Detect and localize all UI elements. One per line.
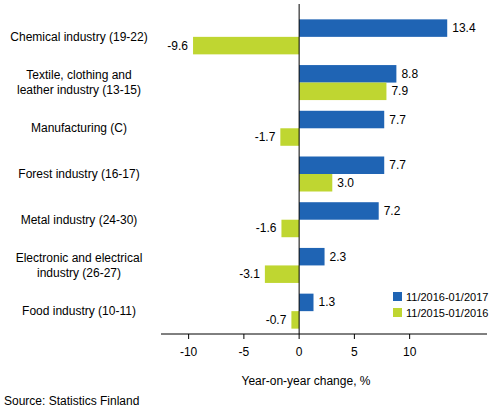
bar — [299, 174, 332, 192]
x-tick-label: 10 — [403, 345, 417, 359]
chart: -10 -5 0 5 10 13.4 -9.6 8.8 7.9 7.7 -1.7 7.7 3.0 7.2 -… — [0, 0, 493, 416]
data-label: 13.4 — [452, 21, 476, 35]
legend-swatch — [393, 308, 402, 317]
bar — [299, 294, 313, 312]
data-label: 2.3 — [330, 250, 347, 264]
data-label: 7.7 — [389, 158, 406, 172]
category-label: Forest industry (16-17) — [18, 167, 139, 181]
category-label: Textile, clothing andleather industry (1… — [17, 68, 141, 97]
bar — [299, 157, 384, 175]
bars — [193, 19, 447, 328]
x-axis-line — [161, 334, 487, 335]
bar — [265, 265, 299, 283]
legend-label: 11/2015-01/2016 — [406, 307, 488, 319]
x-tick-label: -10 — [180, 345, 198, 359]
data-label: -3.1 — [239, 267, 260, 281]
category-label: Chemical industry (19-22) — [10, 30, 147, 44]
bar — [280, 128, 299, 146]
data-label: -1.6 — [256, 221, 277, 235]
data-label: 7.7 — [389, 113, 406, 127]
data-label: 8.8 — [401, 67, 418, 81]
bar — [299, 65, 396, 83]
bar — [299, 19, 447, 37]
bar — [193, 37, 299, 55]
category-label: Manufacturing (C) — [31, 121, 127, 135]
data-label: 1.3 — [319, 295, 336, 309]
data-label: 7.2 — [384, 204, 401, 218]
x-tick-label: -5 — [239, 345, 250, 359]
bar — [291, 311, 299, 329]
bar — [299, 202, 379, 220]
data-label: 3.0 — [337, 176, 354, 190]
x-axis-label: Year-on-year change, % — [242, 374, 371, 388]
bar — [299, 83, 386, 101]
bar — [299, 248, 324, 266]
category-label: Electronic and electricalindustry (26-27… — [16, 251, 143, 280]
x-tick — [354, 334, 355, 339]
category-label: Food industry (10-11) — [22, 304, 136, 318]
x-tick — [243, 334, 244, 339]
source: Source: Statistics Finland — [4, 394, 139, 408]
bar — [299, 111, 384, 128]
legend-swatch — [393, 292, 402, 301]
x-tick-label: 0 — [296, 345, 303, 359]
legend-label: 11/2016-01/2017 — [406, 291, 488, 303]
data-label: 7.9 — [391, 84, 408, 98]
legend: 11/2016-01/2017 11/2015-01/2016 — [389, 289, 488, 325]
category-label: Metal industry (24-30) — [21, 213, 138, 227]
x-tick — [299, 334, 300, 339]
zero-line — [299, 4, 300, 334]
bar — [281, 220, 299, 238]
data-label: -9.6 — [167, 39, 188, 53]
x-tick-label: 5 — [351, 345, 358, 359]
data-label: -1.7 — [255, 130, 276, 144]
x-tick — [188, 334, 189, 339]
data-label: -0.7 — [266, 313, 287, 327]
x-tick — [409, 334, 410, 339]
